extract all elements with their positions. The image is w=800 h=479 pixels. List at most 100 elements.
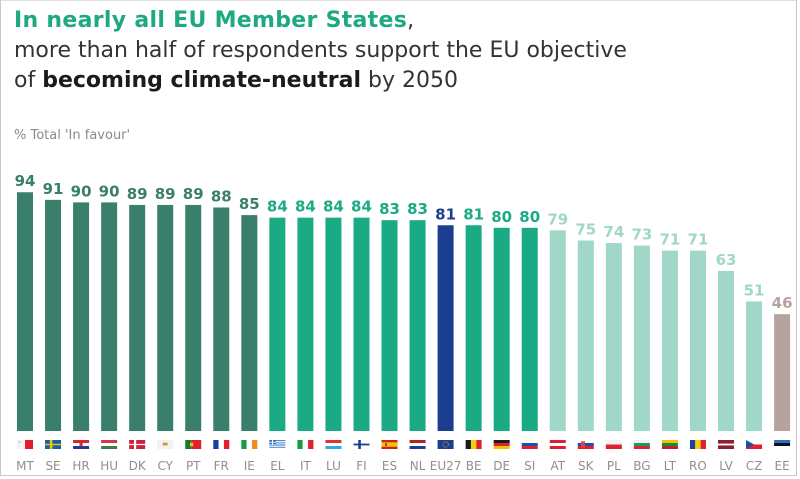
value-label-bg: 73 — [631, 226, 652, 244]
sweden-flag-icon — [45, 440, 62, 449]
x-tick-label-mt: MT — [16, 459, 34, 473]
bar-de — [493, 227, 510, 431]
estonia-flag-icon — [774, 440, 791, 449]
denmark-flag-icon — [129, 440, 146, 449]
croatia-flag-icon — [73, 440, 90, 449]
x-tick-label-it: IT — [300, 459, 312, 473]
x-tick-label-lt: LT — [664, 459, 677, 473]
luxembourg-flag-icon — [325, 440, 342, 449]
x-tick-label-fr: FR — [214, 459, 229, 473]
title-line-3-bold: becoming climate-neutral — [42, 68, 362, 93]
x-tick-label-hr: HR — [72, 459, 89, 473]
hungary-flag-icon — [101, 440, 118, 449]
x-tick-label-es: ES — [382, 459, 397, 473]
eu-flag-icon — [437, 440, 454, 449]
x-tick-label-eu27: EU27 — [430, 459, 462, 473]
value-label-es: 83 — [379, 200, 400, 218]
bar-ie — [241, 215, 258, 431]
bar-bg — [633, 245, 650, 431]
value-label-fi: 84 — [351, 198, 372, 216]
value-label-el: 84 — [267, 198, 288, 216]
x-tick-label-lu: LU — [326, 459, 341, 473]
value-label-hu: 90 — [99, 182, 120, 200]
x-tick-label-ee: EE — [774, 459, 789, 473]
value-label-ee: 46 — [772, 294, 793, 312]
netherlands-flag-icon — [409, 440, 426, 449]
cyprus-flag-icon — [157, 440, 174, 449]
greece-flag-icon — [269, 440, 286, 449]
bar-hr — [73, 202, 90, 431]
bar-si — [521, 227, 538, 431]
x-tick-label-sk: SK — [578, 459, 595, 473]
malta-flag-icon — [17, 440, 33, 449]
value-label-pl: 74 — [603, 223, 624, 241]
value-label-fr: 88 — [211, 187, 232, 205]
germany-flag-icon — [493, 440, 510, 449]
bulgaria-flag-icon — [633, 440, 650, 449]
value-label-it: 84 — [295, 198, 316, 216]
lithuania-flag-icon — [661, 440, 678, 449]
x-tick-label-bg: BG — [633, 459, 650, 473]
portugal-flag-icon — [185, 440, 202, 449]
value-label-nl: 83 — [407, 200, 428, 218]
title-line-2: more than half of respondents support th… — [14, 38, 627, 63]
value-label-se: 91 — [43, 180, 64, 198]
x-tick-label-lv: LV — [719, 459, 733, 473]
x-tick-label-nl: NL — [410, 459, 426, 473]
chart-title: In nearly all EU Member States, more tha… — [14, 6, 627, 96]
france-flag-icon — [213, 440, 230, 449]
austria-flag-icon — [549, 440, 566, 449]
bar-hu — [101, 202, 118, 431]
value-label-pt: 89 — [183, 185, 204, 203]
value-label-at: 79 — [547, 210, 568, 228]
value-label-si: 80 — [519, 208, 540, 226]
value-label-eu27: 81 — [435, 205, 456, 223]
bar-ee — [774, 314, 791, 431]
x-tick-label-hu: HU — [100, 459, 118, 473]
bar-lu — [325, 217, 342, 431]
italy-flag-icon — [297, 440, 314, 449]
x-tick-label-cz: CZ — [746, 459, 763, 473]
latvia-flag-icon — [718, 440, 734, 449]
bar-be — [465, 225, 482, 431]
y-axis-label: % Total 'In favour' — [14, 128, 131, 143]
bar-it — [297, 217, 314, 431]
x-tick-label-be: BE — [466, 459, 482, 473]
x-tick-label-dk: DK — [129, 459, 147, 473]
title-highlight: In nearly all EU Member States — [14, 8, 408, 33]
poland-flag-icon — [605, 440, 622, 449]
value-label-de: 80 — [491, 208, 512, 226]
x-tick-label-ie: IE — [244, 459, 255, 473]
bar-mt — [17, 192, 33, 431]
value-label-lu: 84 — [323, 198, 344, 216]
bar-fi — [353, 217, 370, 431]
ireland-flag-icon — [241, 440, 258, 449]
bar-eu27 — [437, 225, 454, 431]
frame-left-border — [0, 0, 1, 476]
belgium-flag-icon — [465, 440, 482, 449]
value-label-mt: 94 — [15, 172, 36, 190]
slovakia-flag-icon — [577, 440, 594, 449]
x-tick-label-se: SE — [45, 459, 60, 473]
bar-lt — [661, 250, 678, 431]
x-tick-label-ro: RO — [689, 459, 707, 473]
bar-at — [549, 230, 566, 431]
value-label-lt: 71 — [659, 231, 680, 249]
title-comma: , — [407, 8, 415, 33]
romania-flag-icon — [689, 440, 706, 449]
value-label-sk: 75 — [575, 221, 596, 239]
x-tick-label-el: EL — [270, 459, 285, 473]
x-tick-label-pt: PT — [186, 459, 201, 473]
x-tick-label-si: SI — [524, 459, 535, 473]
value-label-lv: 63 — [716, 251, 737, 269]
czechia-flag-icon — [746, 440, 763, 449]
bar-sk — [577, 240, 594, 431]
value-label-dk: 89 — [127, 185, 148, 203]
x-tick-label-fi: FI — [356, 459, 366, 473]
x-tick-label-pl: PL — [607, 459, 621, 473]
x-tick-label-de: DE — [493, 459, 510, 473]
title-line-3-prefix: of — [14, 68, 43, 93]
bar-pl — [605, 243, 622, 431]
